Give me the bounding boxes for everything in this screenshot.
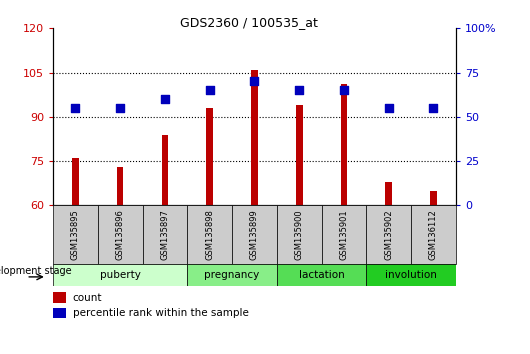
Text: GSM135900: GSM135900 [295,209,304,260]
Bar [366,264,456,286]
Text: GSM136112: GSM136112 [429,209,438,260]
Bar [341,84,347,205]
Text: lactation: lactation [299,270,344,280]
Bar [117,167,123,205]
Text: GSM135896: GSM135896 [116,209,125,260]
Bar [322,205,366,264]
Text: puberty: puberty [100,270,140,280]
Bar [296,105,303,205]
Point [116,105,125,111]
Bar [143,205,187,264]
Text: count: count [73,292,102,303]
Bar [187,264,277,286]
Point [161,96,169,102]
Bar [366,205,411,264]
Text: percentile rank within the sample: percentile rank within the sample [73,308,249,318]
Point [340,87,348,93]
Text: GDS2360 / 100535_at: GDS2360 / 100535_at [180,16,318,29]
Point [384,105,393,111]
Bar [98,205,143,264]
Bar [430,190,437,205]
Bar [385,182,392,205]
Bar [251,70,258,205]
Text: involution: involution [385,270,437,280]
Text: GSM135898: GSM135898 [205,209,214,260]
Bar [72,158,79,205]
Bar [277,264,366,286]
Bar [53,292,66,303]
Point [250,79,259,84]
Text: development stage: development stage [0,267,71,276]
Bar [53,205,98,264]
Bar [232,205,277,264]
Text: GSM135901: GSM135901 [339,209,348,260]
Text: pregnancy: pregnancy [205,270,260,280]
Bar [411,205,456,264]
Bar [206,108,213,205]
Bar [277,205,322,264]
Bar [187,205,232,264]
Bar [53,264,187,286]
Point [206,87,214,93]
Point [429,105,438,111]
Point [71,105,80,111]
Text: GSM135899: GSM135899 [250,209,259,260]
Bar [162,135,168,205]
Text: GSM135895: GSM135895 [71,209,80,260]
Point [295,87,303,93]
Text: GSM135897: GSM135897 [161,209,170,260]
Text: GSM135902: GSM135902 [384,209,393,260]
Bar [53,308,66,318]
